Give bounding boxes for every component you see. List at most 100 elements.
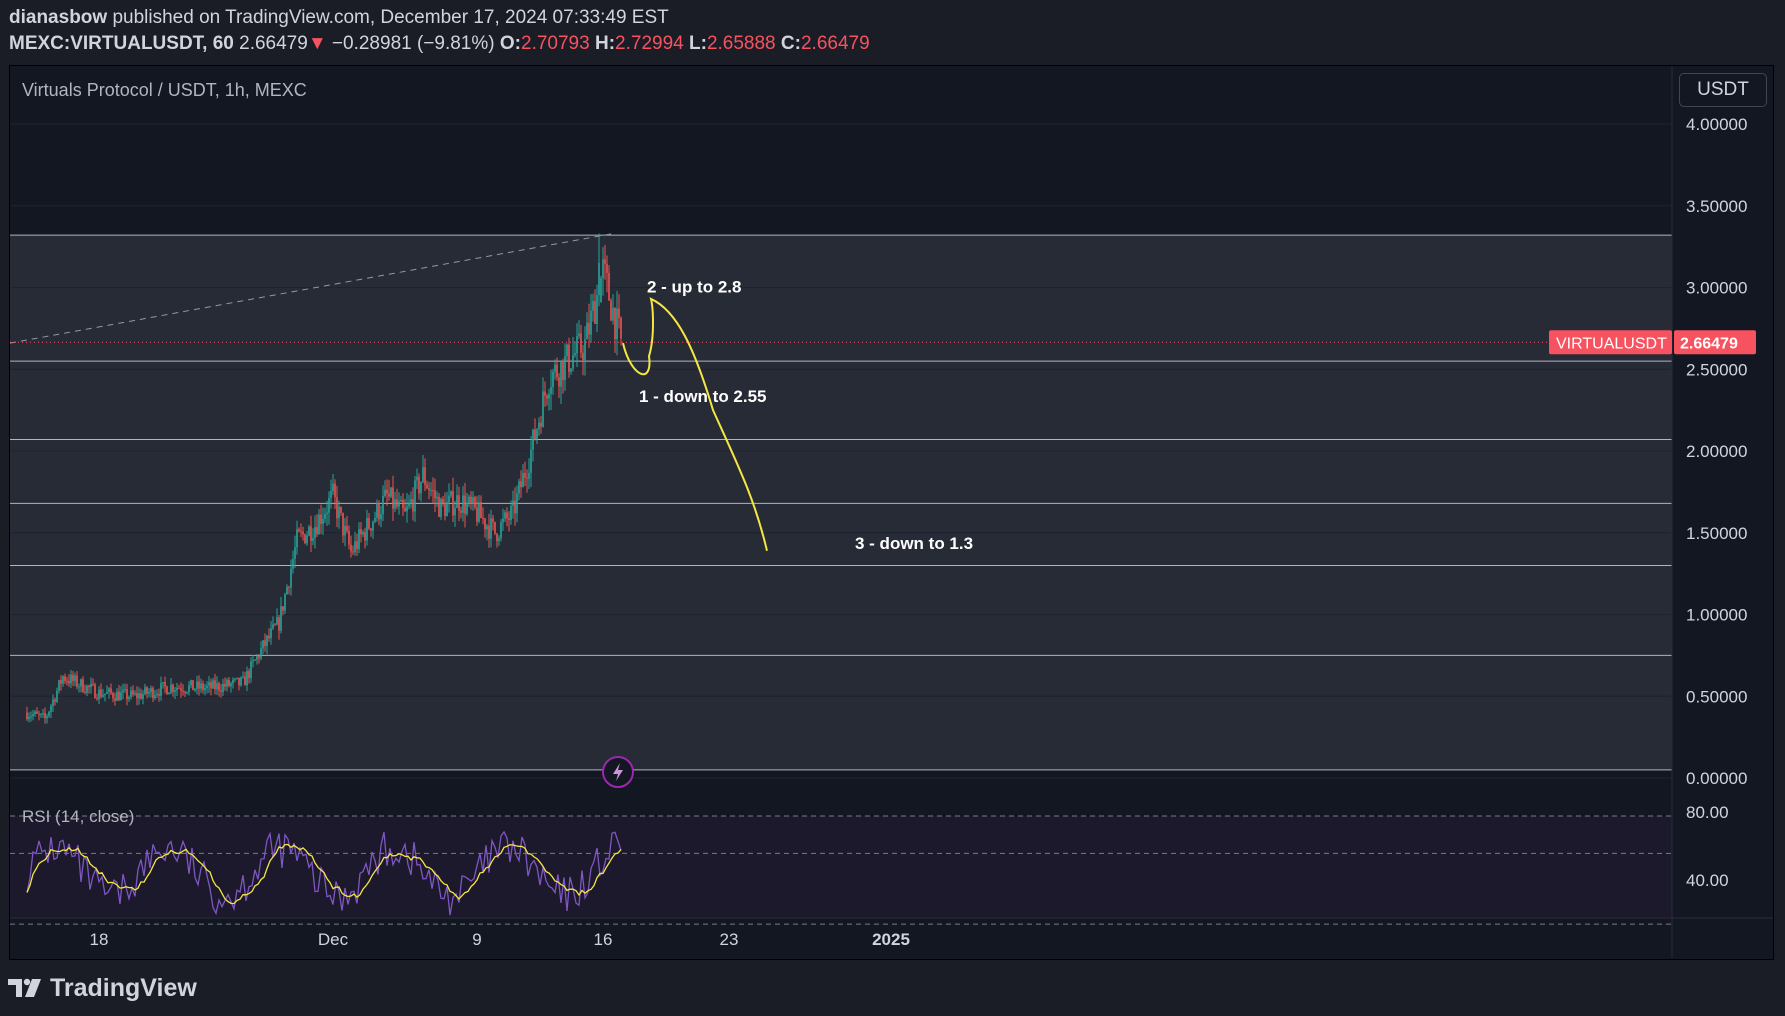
price-axis [1672, 66, 1773, 959]
candle-body [218, 683, 220, 691]
candle-body [112, 693, 114, 699]
candle-body [96, 698, 98, 700]
candle-body [302, 531, 304, 535]
candle-body [168, 692, 170, 695]
candle-body [98, 689, 100, 700]
candle-body [312, 538, 314, 541]
candle-body [284, 594, 286, 611]
candle-body [172, 684, 174, 692]
candle-body [254, 659, 256, 661]
candle-body [398, 501, 400, 507]
candle-body [50, 705, 52, 712]
candle-body [592, 301, 594, 311]
y-tick-label: 1.50000 [1686, 524, 1747, 543]
candle-body [526, 477, 528, 479]
author-name[interactable]: dianasbow [9, 7, 108, 28]
publish-header: dianasbow published on TradingView.com, … [9, 7, 669, 29]
candle-body [310, 526, 312, 541]
candle-body [298, 529, 300, 532]
rsi-band [10, 816, 1672, 918]
candle-body [126, 688, 128, 700]
candle-body [436, 496, 438, 499]
candle-body [394, 499, 396, 509]
brand-name: TradingView [50, 973, 197, 1002]
candle-body [390, 487, 392, 497]
x-tick-label: 16 [594, 930, 613, 949]
candle-body [380, 514, 382, 520]
candle-body [610, 300, 612, 321]
tradingview-brand[interactable]: TradingView [8, 973, 197, 1003]
candle-body [432, 489, 434, 491]
close-value: 2.66479 [800, 33, 870, 54]
annotation-label: 1 - down to 2.55 [639, 387, 767, 406]
candle-body [552, 371, 554, 388]
open-label: O: [499, 33, 521, 54]
candle-body [474, 497, 476, 508]
candle-body [512, 500, 514, 506]
candle-body [566, 344, 568, 357]
candle-body [82, 679, 84, 692]
candle-body [62, 676, 64, 684]
candle-body [586, 322, 588, 340]
candle-body [136, 693, 138, 699]
candle-body [596, 295, 598, 324]
candle-body [454, 508, 456, 516]
rsi-tick-label: 80.00 [1686, 803, 1729, 822]
candle-body [44, 713, 46, 719]
candle-body [316, 527, 318, 535]
candle-body [224, 683, 226, 687]
candle-body [538, 422, 540, 430]
y-tick-label: 2.50000 [1686, 360, 1747, 379]
candle-body [130, 690, 132, 698]
candle-body [584, 339, 586, 361]
candle-body [260, 648, 262, 659]
candle-body [546, 395, 548, 399]
candle-body [120, 692, 122, 701]
candle-body [114, 698, 116, 701]
candle-body [220, 690, 222, 692]
candle-body [234, 678, 236, 680]
candle-body [276, 617, 278, 625]
candle-body [54, 699, 56, 702]
candle-body [238, 677, 240, 686]
candle-body [408, 502, 410, 507]
candle-body [340, 506, 342, 513]
candle-body [594, 301, 596, 324]
candle-body [412, 499, 414, 512]
y-tick-label: 4.00000 [1686, 115, 1747, 134]
candle-body [608, 272, 610, 301]
candle-body [464, 495, 466, 514]
candle-body [346, 525, 348, 531]
candle-body [300, 531, 302, 533]
candle-body [124, 688, 126, 690]
candle-body [466, 502, 468, 514]
currency-button[interactable]: USDT [1679, 73, 1767, 107]
candle-body [292, 558, 294, 569]
candle-body [570, 368, 572, 372]
candle-body [144, 687, 146, 695]
candle-body [304, 534, 306, 544]
candle-body [404, 507, 406, 512]
candle-body [88, 685, 90, 688]
candle-body [522, 473, 524, 488]
candle-body [266, 635, 268, 646]
candle-body [180, 688, 182, 691]
candle-body [468, 496, 470, 503]
candle-body [324, 514, 326, 519]
candle-body [248, 671, 250, 679]
candle-body [448, 495, 450, 503]
candle-body [482, 518, 484, 520]
candle-body [406, 506, 408, 512]
candle-body [202, 683, 204, 691]
candle-body [330, 491, 332, 499]
candle-body [256, 655, 258, 660]
candle-body [32, 714, 34, 717]
candle-body [492, 518, 494, 522]
candle-body [364, 532, 366, 541]
x-tick-label: 9 [472, 930, 481, 949]
candle-body [388, 493, 390, 497]
candle-body [576, 336, 578, 354]
candle-body [616, 308, 618, 340]
candle-body [152, 688, 154, 699]
